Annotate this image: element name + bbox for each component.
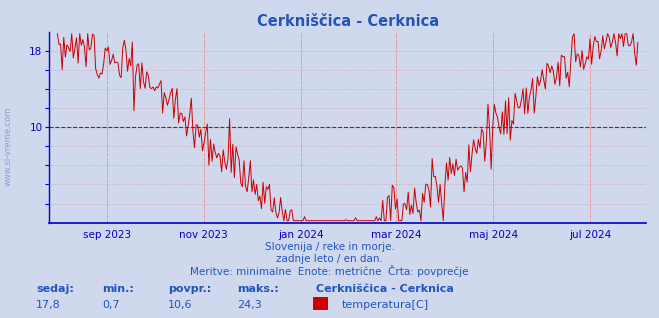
Text: sedaj:: sedaj: — [36, 284, 74, 294]
Text: Meritve: minimalne  Enote: metrične  Črta: povprečje: Meritve: minimalne Enote: metrične Črta:… — [190, 265, 469, 277]
Text: zadnje leto / en dan.: zadnje leto / en dan. — [276, 254, 383, 264]
Text: 17,8: 17,8 — [36, 301, 61, 310]
Text: povpr.:: povpr.: — [168, 284, 212, 294]
Text: temperatura[C]: temperatura[C] — [341, 301, 428, 310]
Text: Cerkniščica - Cerknica: Cerkniščica - Cerknica — [316, 284, 454, 294]
Text: min.:: min.: — [102, 284, 134, 294]
Text: 10,6: 10,6 — [168, 301, 192, 310]
Text: maks.:: maks.: — [237, 284, 279, 294]
Text: 24,3: 24,3 — [237, 301, 262, 310]
Title: Cerkniščica - Cerknica: Cerkniščica - Cerknica — [256, 14, 439, 29]
Text: Slovenija / reke in morje.: Slovenija / reke in morje. — [264, 242, 395, 252]
Text: 0,7: 0,7 — [102, 301, 120, 310]
Text: www.si-vreme.com: www.si-vreme.com — [3, 107, 13, 186]
